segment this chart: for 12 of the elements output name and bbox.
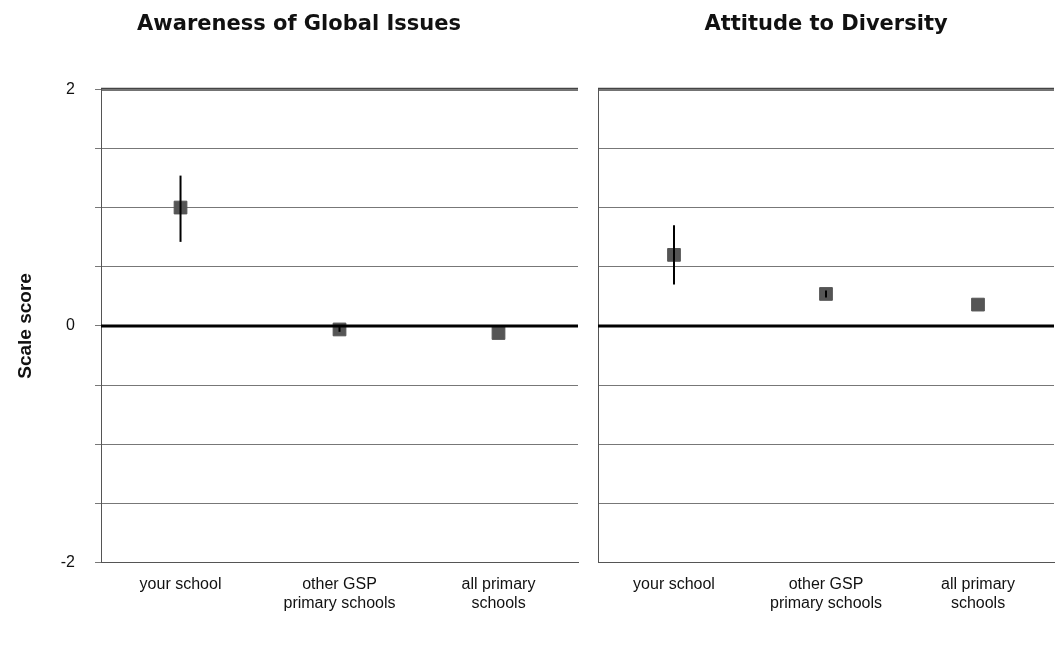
y-tick-label: 0 — [66, 316, 76, 334]
y-tick-label: -2 — [60, 553, 76, 571]
x-tick-label: all primary schools — [461, 574, 536, 611]
y-axis-title: Scale score — [13, 273, 35, 379]
x-tick-label: your school — [139, 574, 222, 592]
x-tick-label: your school — [633, 574, 715, 592]
x-tick-label: other GSP primary schools — [283, 574, 396, 611]
x-tick-label: all primary schools — [941, 574, 1015, 611]
chart-title: Awareness of Global Issues — [137, 11, 461, 36]
chart-title: Attitude to Diversity — [704, 11, 948, 36]
x-tick-label: other GSP primary schools — [769, 574, 883, 611]
y-tick-label: 2 — [66, 79, 76, 97]
